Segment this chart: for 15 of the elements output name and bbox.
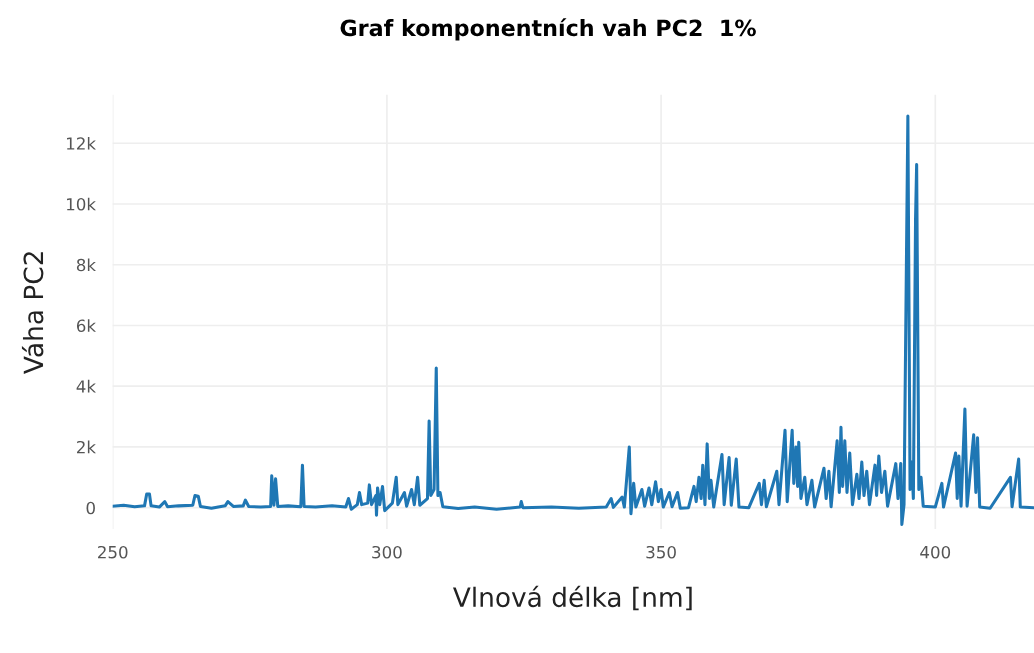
y-axis-title: Váha PC2	[21, 252, 44, 374]
y-tick-label: 2k	[77, 440, 96, 454]
x-tick-label: 400	[920, 545, 951, 559]
line-series	[112, 114, 1034, 526]
x-tick-label: 250	[98, 545, 128, 559]
x-tick-label: 300	[372, 545, 402, 559]
y-tick-label: 4k	[76, 379, 96, 393]
y-tick-label: 8k	[76, 258, 96, 272]
y-tick-label: 0	[86, 501, 95, 515]
x-axis-title: Vlnová délka [nm]	[452, 585, 692, 611]
chart-title: Graf komponentních vah PC2 1%	[340, 18, 756, 41]
x-tick-label: 350	[646, 545, 676, 559]
y-tick-label: 10k	[67, 197, 96, 211]
y-tick-label: 6k	[76, 319, 96, 333]
y-tick-label: 12k	[67, 136, 96, 150]
